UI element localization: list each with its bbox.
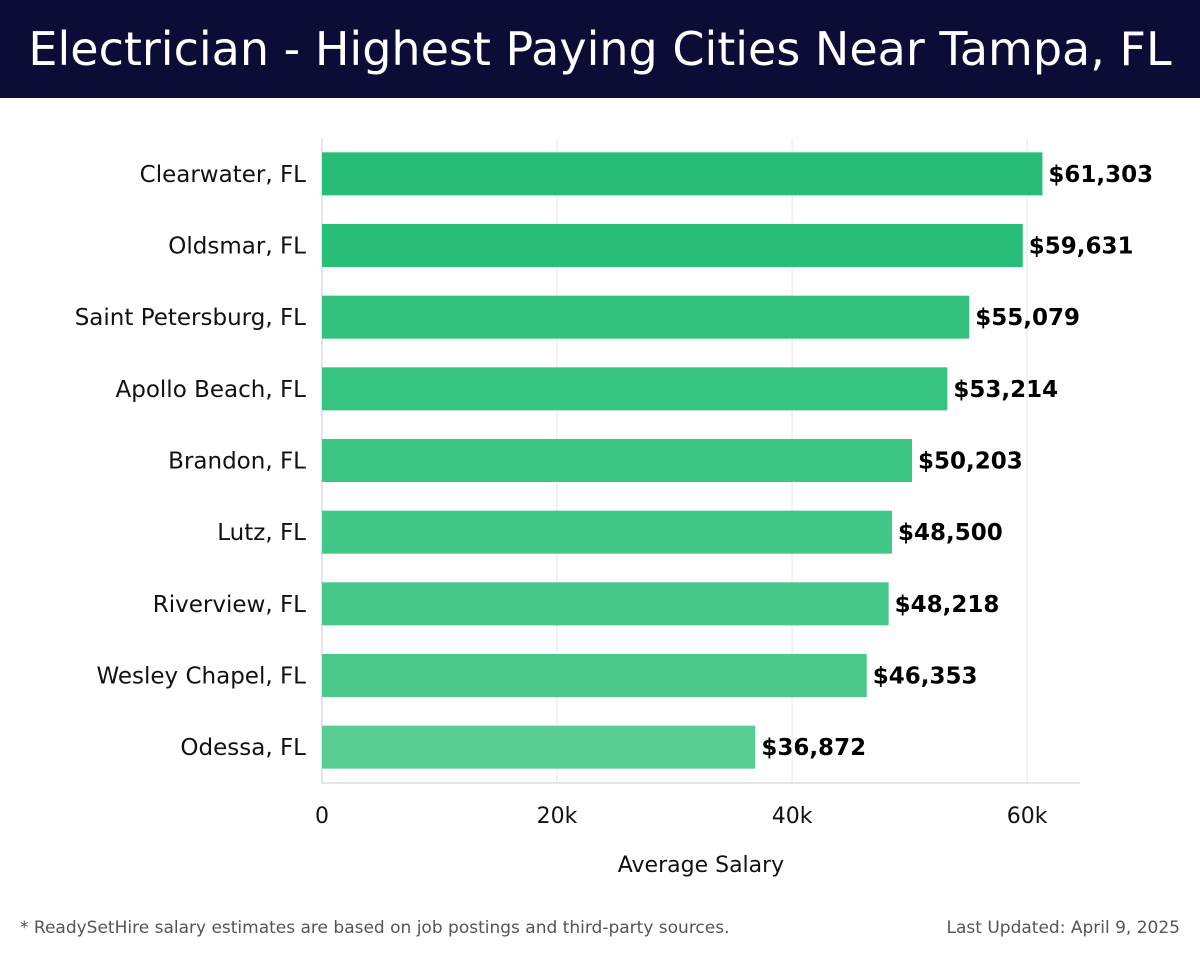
- bar[interactable]: [322, 439, 912, 482]
- title-bar: Electrician - Highest Paying Cities Near…: [0, 0, 1200, 98]
- last-updated: Last Updated: April 9, 2025: [946, 918, 1180, 938]
- value-label: $46,353: [873, 664, 978, 690]
- category-label: Clearwater, FL: [140, 162, 307, 188]
- x-tick-label: 60k: [1007, 804, 1048, 829]
- bar[interactable]: [322, 582, 889, 626]
- x-axis-label: Average Salary: [618, 853, 784, 878]
- bar[interactable]: [322, 510, 892, 554]
- value-label: $48,218: [895, 592, 1000, 618]
- footnote: * ReadySetHire salary estimates are base…: [20, 918, 730, 938]
- category-label: Brandon, FL: [168, 449, 306, 475]
- value-label: $55,079: [975, 305, 1080, 331]
- value-label: $48,500: [898, 520, 1003, 546]
- value-label: $59,631: [1029, 234, 1134, 260]
- x-tick-label: 0: [315, 804, 329, 829]
- category-label: Saint Petersburg, FL: [75, 305, 306, 331]
- value-label: $36,872: [761, 735, 866, 761]
- bar[interactable]: [322, 295, 970, 339]
- bar[interactable]: [322, 725, 756, 769]
- x-tick-label: 20k: [537, 804, 578, 829]
- category-label: Odessa, FL: [180, 735, 306, 761]
- chart-title: Electrician - Highest Paying Cities Near…: [28, 22, 1172, 76]
- category-label: Wesley Chapel, FL: [96, 664, 306, 690]
- value-label: $50,203: [918, 449, 1023, 475]
- bar[interactable]: [322, 367, 948, 411]
- category-label: Lutz, FL: [217, 520, 306, 546]
- bar[interactable]: [322, 654, 867, 697]
- category-label: Riverview, FL: [153, 592, 306, 618]
- category-label: Oldsmar, FL: [168, 234, 306, 260]
- bar-chart: Clearwater, FL $61,303 Oldsmar, FL $59,631 S…: [75, 138, 1153, 878]
- bar[interactable]: [322, 224, 1023, 267]
- category-label: Apollo Beach, FL: [116, 377, 307, 403]
- value-label: $53,214: [953, 377, 1058, 403]
- x-tick-label: 40k: [772, 804, 813, 829]
- value-label: $61,303: [1048, 162, 1153, 188]
- bar[interactable]: [322, 152, 1043, 196]
